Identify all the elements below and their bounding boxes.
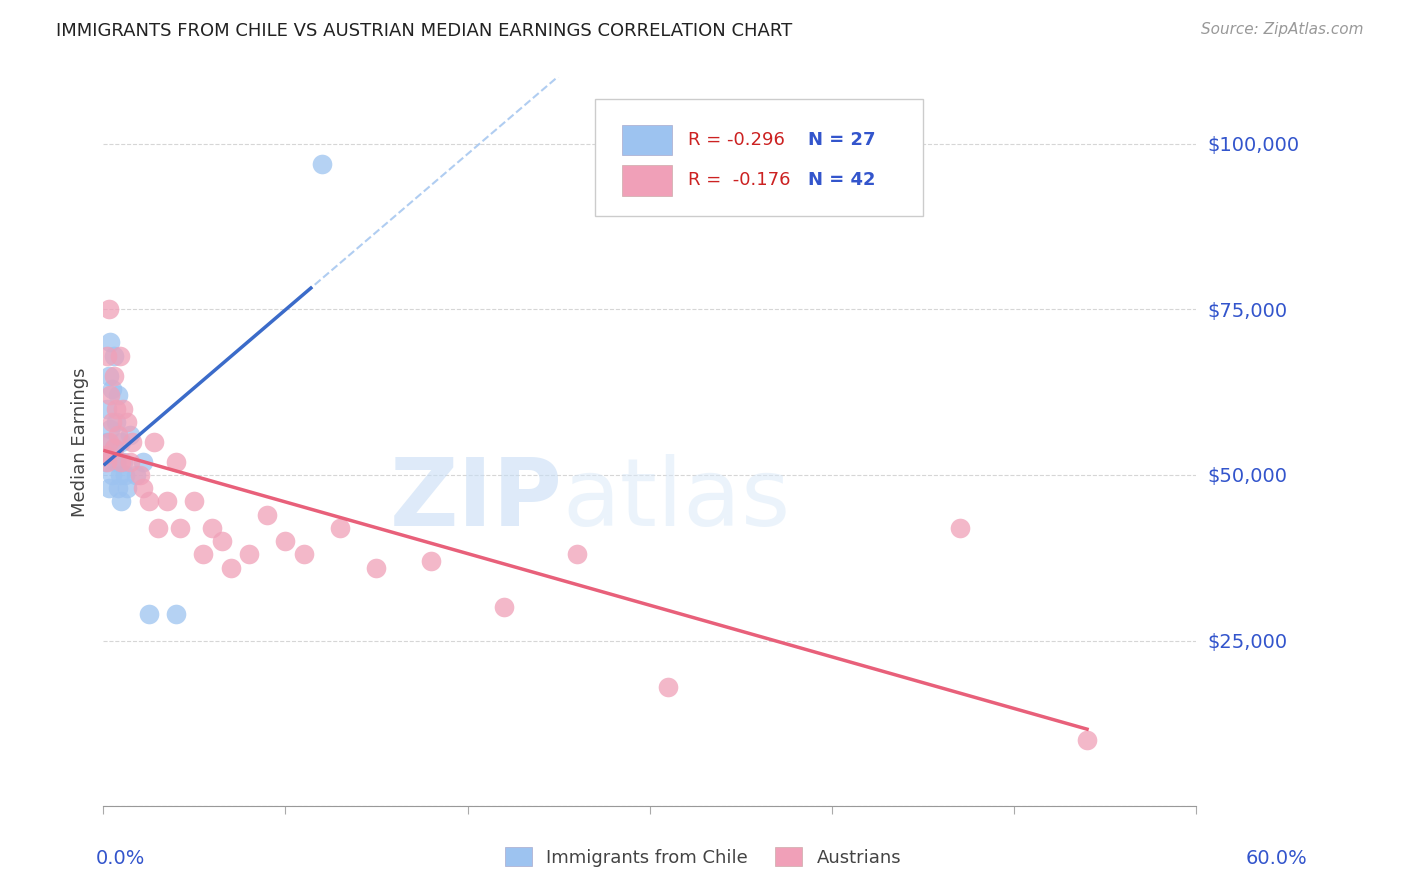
Text: 60.0%: 60.0% [1246, 849, 1308, 868]
Point [104, 455, 127, 469]
Point [97, 302, 120, 317]
Point [948, 521, 970, 535]
Point [120, 455, 142, 469]
Point [107, 388, 129, 402]
Point [97, 368, 120, 383]
Point [94, 455, 117, 469]
Point [146, 521, 169, 535]
Point [274, 534, 297, 549]
Point [165, 607, 187, 621]
Point [256, 508, 278, 522]
Point [97, 434, 120, 449]
Point [143, 434, 166, 449]
Point [165, 455, 187, 469]
Text: 0.0%: 0.0% [96, 849, 145, 868]
Point [114, 467, 136, 482]
Text: R =  -0.176: R = -0.176 [688, 171, 790, 189]
Point [219, 560, 242, 574]
Point [115, 481, 138, 495]
Point [103, 368, 125, 383]
Text: R = -0.296: R = -0.296 [688, 131, 785, 149]
Point [112, 455, 135, 469]
Point [96, 401, 118, 416]
Text: IMMIGRANTS FROM CHILE VS AUSTRIAN MEDIAN EARNINGS CORRELATION CHART: IMMIGRANTS FROM CHILE VS AUSTRIAN MEDIAN… [56, 22, 793, 40]
Point [292, 548, 315, 562]
Point [103, 442, 125, 456]
Legend: Immigrants from Chile, Austrians: Immigrants from Chile, Austrians [498, 840, 908, 874]
Point [329, 521, 352, 535]
Point [132, 455, 155, 469]
Point [96, 434, 118, 449]
Point [420, 554, 443, 568]
Point [169, 521, 191, 535]
Point [101, 415, 124, 429]
Point [103, 349, 125, 363]
Point [193, 548, 215, 562]
Point [108, 467, 131, 482]
Bar [623, 125, 672, 155]
Point [100, 421, 122, 435]
Point [96, 349, 118, 363]
Point [121, 434, 143, 449]
Point [112, 401, 135, 416]
Point [101, 382, 124, 396]
Point [94, 448, 117, 462]
Point [132, 481, 155, 495]
Point [657, 680, 679, 694]
Point [101, 467, 124, 482]
Point [120, 428, 142, 442]
Point [1076, 733, 1098, 747]
Point [100, 335, 122, 350]
Bar [623, 165, 672, 195]
Point [238, 548, 260, 562]
Point [96, 455, 118, 469]
Point [138, 494, 160, 508]
Point [183, 494, 205, 508]
Point [492, 600, 515, 615]
Point [104, 415, 127, 429]
Point [201, 521, 224, 535]
Text: N = 27: N = 27 [808, 131, 876, 149]
Point [138, 607, 160, 621]
Text: N = 42: N = 42 [808, 171, 876, 189]
Point [115, 415, 138, 429]
Point [100, 388, 122, 402]
Point [211, 534, 233, 549]
Text: Source: ZipAtlas.com: Source: ZipAtlas.com [1201, 22, 1364, 37]
Text: atlas: atlas [562, 454, 790, 546]
Point [104, 401, 127, 416]
Point [103, 442, 125, 456]
Point [366, 560, 388, 574]
Point [107, 481, 129, 495]
Point [97, 481, 120, 495]
Point [128, 467, 150, 482]
Point [110, 455, 132, 469]
Point [311, 156, 333, 170]
FancyBboxPatch shape [595, 99, 924, 216]
Point [110, 434, 132, 449]
Y-axis label: Median Earnings: Median Earnings [72, 368, 89, 516]
Point [565, 548, 588, 562]
Text: ZIP: ZIP [389, 454, 562, 546]
Point [125, 467, 148, 482]
Point [156, 494, 179, 508]
Point [107, 428, 129, 442]
Point [110, 494, 132, 508]
Point [108, 349, 131, 363]
